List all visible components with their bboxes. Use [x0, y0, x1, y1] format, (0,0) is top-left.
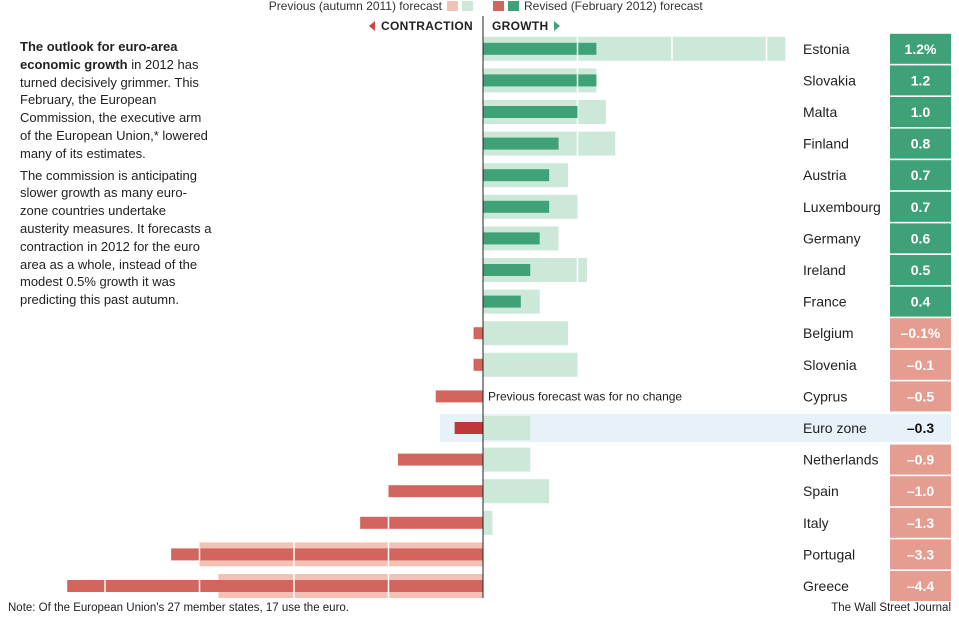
category-label-germany: Germany: [803, 230, 861, 246]
contraction-text: CONTRACTION: [381, 19, 473, 33]
value-label-luxembourg: 0.7: [911, 199, 931, 215]
value-box-greece: [890, 571, 951, 601]
value-label-slovakia: 1.2: [911, 72, 931, 88]
legend-revised-contraction-swatch: [493, 1, 504, 11]
category-label-ireland: Ireland: [803, 262, 846, 278]
value-box-netherlands: [890, 444, 951, 475]
category-label-italy: Italy: [803, 515, 829, 531]
category-label-france: France: [803, 294, 847, 310]
value-box-estonia: [890, 33, 951, 64]
value-box-spain: [890, 476, 951, 507]
value-label-slovenia: –0.1: [907, 357, 934, 373]
bar-revised-finland: [483, 137, 559, 150]
value-label-finland: 0.8: [911, 136, 931, 152]
bar-revised-slovakia: [483, 74, 597, 87]
value-box-italy: [890, 507, 951, 538]
bar-revised-slovenia: [473, 358, 483, 371]
value-label-estonia: 1.2%: [905, 41, 937, 57]
category-label-malta: Malta: [803, 104, 837, 120]
bar-previous-slovenia: [483, 352, 578, 377]
category-label-netherlands: Netherlands: [803, 452, 879, 468]
value-label-euro-zone: –0.3: [907, 420, 934, 436]
legend-revised-label: Revised (February 2012) forecast: [524, 0, 703, 13]
legend-previous-label: Previous (autumn 2011) forecast: [268, 0, 442, 13]
value-label-malta: 1.0: [911, 104, 931, 120]
bar-revised-cyprus: [435, 390, 483, 403]
value-box-germany: [890, 223, 951, 254]
value-label-spain: –1.0: [907, 483, 934, 499]
value-box-austria: [890, 160, 951, 191]
value-label-italy: –1.3: [907, 515, 934, 531]
bar-revised-greece: [67, 580, 483, 592]
value-label-france: 0.4: [911, 294, 931, 310]
category-label-slovenia: Slovenia: [803, 357, 857, 373]
value-label-cyprus: –0.5: [907, 388, 934, 404]
legend-previous-contraction-swatch: [447, 1, 458, 11]
growth-direction-label: GROWTH: [492, 19, 561, 33]
bar-revised-ireland: [483, 264, 531, 276]
category-label-estonia: Estonia: [803, 41, 850, 57]
value-box-malta: [890, 97, 951, 127]
value-box-belgium: [890, 318, 951, 349]
intro-paragraph-2: The commission is anticipating slower gr…: [20, 167, 212, 308]
value-box-ireland: [890, 255, 951, 285]
bar-revised-belgium: [473, 327, 483, 340]
intro-text: The outlook for euro-area economic growt…: [20, 38, 215, 313]
value-label-netherlands: –0.9: [907, 452, 934, 468]
intro-lead: The outlook for euro-area economic growt…: [20, 39, 178, 72]
annotation-no-change: Previous forecast was for no change: [488, 389, 682, 403]
value-label-belgium: –0.1%: [901, 325, 941, 341]
value-label-germany: 0.6: [911, 230, 931, 246]
growth-text: GROWTH: [492, 19, 549, 33]
bar-revised-austria: [483, 169, 550, 182]
bar-previous-belgium: [483, 321, 569, 346]
category-label-cyprus: Cyprus: [803, 388, 847, 404]
bar-revised-euro-zone: [454, 422, 483, 434]
value-box-portugal: [890, 539, 951, 570]
bar-revised-malta: [483, 106, 578, 118]
category-label-belgium: Belgium: [803, 325, 854, 341]
value-box-slovenia: [890, 349, 951, 380]
category-label-slovakia: Slovakia: [803, 72, 856, 88]
bar-revised-italy: [360, 516, 483, 529]
bar-previous-netherlands: [483, 447, 531, 472]
bar-revised-netherlands: [397, 453, 483, 466]
legend-previous-growth-swatch: [462, 1, 473, 11]
bar-revised-luxembourg: [483, 200, 550, 213]
source-credit: The Wall Street Journal: [831, 602, 951, 614]
value-box-finland: [890, 128, 951, 159]
bar-revised-germany: [483, 232, 540, 245]
value-box-france: [890, 286, 951, 317]
chart-legend: Previous (autumn 2011) forecast Revised …: [0, 0, 959, 14]
legend-revised-growth-swatch: [508, 1, 519, 11]
bar-previous-spain: [483, 479, 550, 504]
category-label-austria: Austria: [803, 167, 847, 183]
value-box-luxembourg: [890, 191, 951, 222]
bar-revised-france: [483, 295, 521, 308]
bar-revised-spain: [388, 485, 483, 498]
bar-revised-portugal: [171, 548, 483, 561]
category-label-spain: Spain: [803, 483, 839, 499]
value-label-portugal: –3.3: [907, 546, 934, 562]
bar-previous-euro-zone: [483, 416, 531, 440]
footnote: Note: Of the European Union's 27 member …: [8, 602, 350, 614]
value-label-ireland: 0.5: [911, 262, 931, 278]
value-box-cyprus: [890, 381, 951, 412]
category-label-euro-zone: Euro zone: [803, 420, 867, 436]
category-label-luxembourg: Luxembourg: [803, 199, 881, 215]
category-label-portugal: Portugal: [803, 546, 855, 562]
intro-p1-rest: in 2012 has turned decisively grimmer. T…: [20, 56, 208, 161]
value-label-austria: 0.7: [911, 167, 931, 183]
intro-paragraph-1: The outlook for euro-area economic growt…: [20, 38, 215, 163]
arrow-right-icon: [554, 21, 561, 31]
value-box-slovakia: [890, 65, 951, 96]
contraction-direction-label: CONTRACTION: [369, 19, 473, 33]
category-label-greece: Greece: [803, 578, 849, 594]
bar-revised-estonia: [483, 42, 597, 55]
category-label-finland: Finland: [803, 136, 849, 152]
bar-previous-italy: [483, 510, 493, 535]
value-label-greece: –4.4: [907, 578, 934, 594]
arrow-left-icon: [369, 21, 376, 31]
